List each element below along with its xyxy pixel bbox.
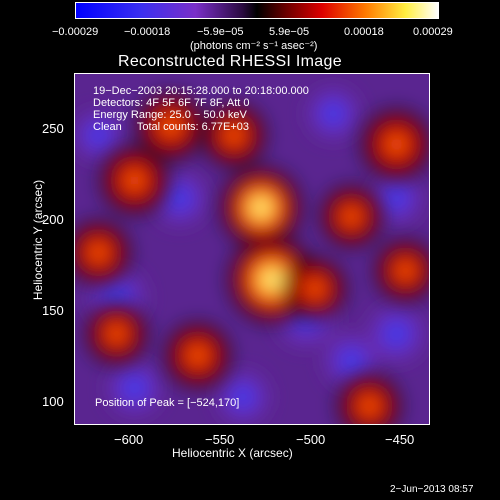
negative-source-blob: [104, 358, 165, 418]
annotation-time-range: 19−Dec−2003 20:15:28.000 to 20:18:00.000: [93, 85, 309, 97]
colorbar-gradient: [76, 3, 438, 18]
bright-source-blob: [226, 172, 296, 243]
colorbar-tick-label: −5.9e−05: [197, 26, 244, 38]
y-tick-label: 100: [42, 394, 64, 409]
bright-source-blob: [326, 191, 377, 242]
x-tick-label: −450: [385, 432, 415, 447]
bright-source-blob: [142, 98, 199, 155]
bright-source-blob: [367, 115, 426, 174]
x-tick-label: −600: [114, 432, 144, 447]
bright-source-blob: [208, 109, 260, 162]
x-axis-label: Heliocentric X (arcsec): [172, 446, 293, 460]
annotation-energy-range: Energy Range: 25.0 − 50.0 keV: [93, 109, 247, 121]
annotation-peak-position: Position of Peak = [−524,170]: [95, 397, 240, 409]
y-tick-label: 200: [42, 212, 64, 227]
bright-source-blob: [170, 328, 225, 383]
bright-source-blob: [290, 263, 341, 314]
colorbar-tick-label: 0.00018: [344, 26, 384, 38]
negative-source-blob: [365, 302, 428, 365]
colorbar-tick-label: −0.00018: [124, 26, 171, 38]
bright-source-blob: [380, 245, 429, 296]
heatmap-image: [75, 74, 429, 424]
y-tick-label: 250: [42, 121, 64, 136]
x-tick-label: −500: [296, 432, 326, 447]
colorbar-unit-label: (photons cm⁻² s⁻¹ asec⁻²): [190, 40, 318, 52]
chart-title: Reconstructed RHESSI Image: [118, 53, 342, 70]
plot-area: [74, 73, 430, 425]
x-tick-label: −550: [205, 432, 235, 447]
colorbar: [75, 2, 439, 19]
negative-source-blob: [214, 368, 272, 424]
bright-source-blob: [75, 226, 125, 279]
annotation-method-counts: Clean Total counts: 6.77E+03: [93, 121, 250, 133]
bright-source-blob: [91, 308, 142, 359]
colorbar-tick-label: −0.00029: [52, 26, 99, 38]
bright-source-blob: [343, 380, 396, 424]
y-tick-label: 150: [42, 303, 64, 318]
y-axis-label: Heliocentric Y (arcsec): [31, 179, 45, 301]
negative-source-blob: [75, 108, 126, 163]
bright-source-blob: [106, 152, 163, 209]
colorbar-tick-label: 5.9e−05: [269, 26, 310, 38]
negative-source-blob: [304, 85, 362, 143]
footer-date: 2−Jun−2013 08:57: [390, 484, 474, 495]
annotation-detectors: Detectors: 4F 5F 6F 7F 8F, Att 0: [93, 97, 250, 109]
colorbar-tick-label: 0.00029: [413, 26, 453, 38]
